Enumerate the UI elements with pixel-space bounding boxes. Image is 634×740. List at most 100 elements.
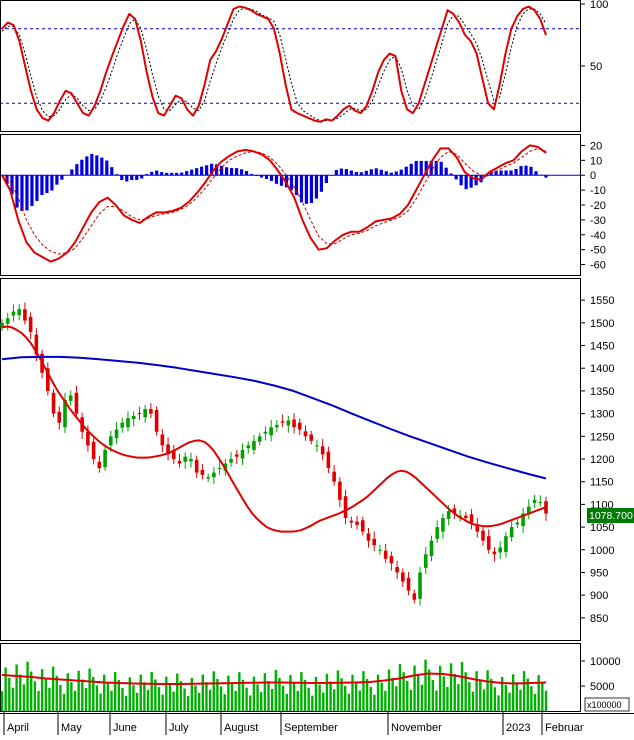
- volume-bar: [4, 668, 6, 711]
- panel-frames: [0, 1, 634, 714]
- macd-histogram-bar: [195, 168, 198, 175]
- volume-bar: [435, 691, 437, 711]
- candle-body: [350, 521, 354, 523]
- candle-body: [115, 430, 119, 439]
- volume-bar: [34, 681, 36, 711]
- volume-bar: [198, 693, 200, 711]
- macd-histogram-bar: [50, 175, 53, 190]
- volume-bar: [505, 685, 507, 711]
- candle-body: [138, 413, 142, 414]
- y-tick-label: -50: [590, 245, 606, 257]
- x-tick-label: November: [391, 722, 442, 734]
- volume-bar: [48, 688, 50, 711]
- macd-histogram-bar: [385, 171, 388, 175]
- volume-bar: [359, 690, 361, 711]
- volume-bar: [271, 689, 273, 711]
- macd-histogram-bar: [95, 155, 98, 175]
- volume-bar: [88, 668, 90, 711]
- macd-histogram-bar: [335, 170, 338, 175]
- volume-bar: [143, 682, 145, 711]
- candle-body: [378, 550, 382, 551]
- candle-body: [201, 470, 205, 475]
- volume-bar: [77, 671, 79, 711]
- macd-histogram-bar: [155, 171, 158, 176]
- y-tick-label: 5000: [590, 681, 614, 693]
- y-tick-label: 1250: [590, 431, 614, 443]
- volume-bar: [508, 693, 510, 711]
- y-tick-label: 10000: [590, 656, 621, 668]
- volume-bar: [428, 670, 430, 711]
- macd-histogram-bar: [325, 175, 328, 183]
- candle-body: [29, 317, 33, 332]
- macd-histogram-bar: [514, 169, 517, 175]
- macd-histogram-bar: [450, 174, 453, 176]
- candle-body: [195, 460, 199, 473]
- macd-histogram-bar: [305, 175, 308, 204]
- y-tick-label: -10: [590, 185, 606, 197]
- candle-body: [384, 551, 388, 559]
- volume-bar: [530, 686, 532, 711]
- candle-body: [189, 459, 193, 461]
- candle-body: [481, 531, 485, 541]
- candle-body: [57, 412, 61, 423]
- y-tick-label: 1500: [590, 318, 614, 330]
- macd-histogram-bar: [534, 171, 537, 175]
- candle-body: [75, 393, 79, 414]
- candle-body: [498, 548, 502, 553]
- volume-bar: [421, 685, 423, 711]
- volume-bar: [59, 685, 61, 711]
- candle-body: [412, 593, 416, 599]
- candle-body: [155, 410, 159, 432]
- volume-bar: [8, 678, 10, 711]
- y-tick-label: 50: [590, 61, 602, 73]
- volume-bar: [125, 696, 127, 711]
- macd-histogram-bar: [160, 172, 163, 175]
- candle-body: [52, 393, 56, 414]
- macd-histogram-bar: [130, 175, 133, 180]
- candle-body: [264, 432, 268, 434]
- candle-body: [504, 536, 508, 552]
- macd-line: [2, 145, 546, 261]
- volume-bar: [56, 676, 58, 711]
- macd-histogram-bar: [405, 167, 408, 176]
- y-tick-label: 20: [590, 140, 602, 152]
- volume-bar: [289, 675, 291, 711]
- last-price-label: 1078.700: [589, 510, 633, 522]
- candle-body: [470, 514, 474, 522]
- candle-body: [161, 434, 165, 445]
- volume-bar: [267, 681, 269, 711]
- y-tick-label: 1550: [590, 295, 614, 307]
- y-tick-label: 1300: [590, 409, 614, 421]
- candle-body: [309, 434, 313, 440]
- volume-bar: [523, 671, 525, 711]
- volume-bar: [417, 675, 419, 711]
- volume-bar: [355, 683, 357, 711]
- volume-bar: [249, 695, 251, 711]
- y-tick-label: 1000: [590, 545, 614, 557]
- candle-body: [6, 318, 10, 323]
- macd-histogram-bar: [35, 175, 38, 201]
- macd-histogram-bar: [445, 168, 448, 176]
- volume-bar: [286, 694, 288, 711]
- macd-histogram-bar: [40, 175, 43, 195]
- macd-histogram-bar: [460, 175, 463, 185]
- macd-histogram-bar: [539, 175, 542, 176]
- volume-bar: [19, 675, 21, 711]
- volume-bar: [180, 681, 182, 711]
- x-tick-label: August: [224, 722, 258, 734]
- candle-body: [69, 395, 73, 400]
- macd-histogram-bar: [150, 172, 153, 175]
- volume-bar: [322, 692, 324, 711]
- candle-body: [206, 477, 210, 478]
- candle-body: [252, 441, 256, 450]
- volume-bar: [224, 694, 226, 711]
- macd-histogram-bar: [375, 168, 378, 175]
- volume-bar: [121, 688, 123, 711]
- candle-body: [401, 572, 405, 581]
- volume-bar: [205, 682, 207, 711]
- candle-body: [327, 452, 331, 468]
- macd-histogram-bar: [410, 164, 413, 175]
- volume-bar: [293, 683, 295, 711]
- volume-bar: [333, 689, 335, 711]
